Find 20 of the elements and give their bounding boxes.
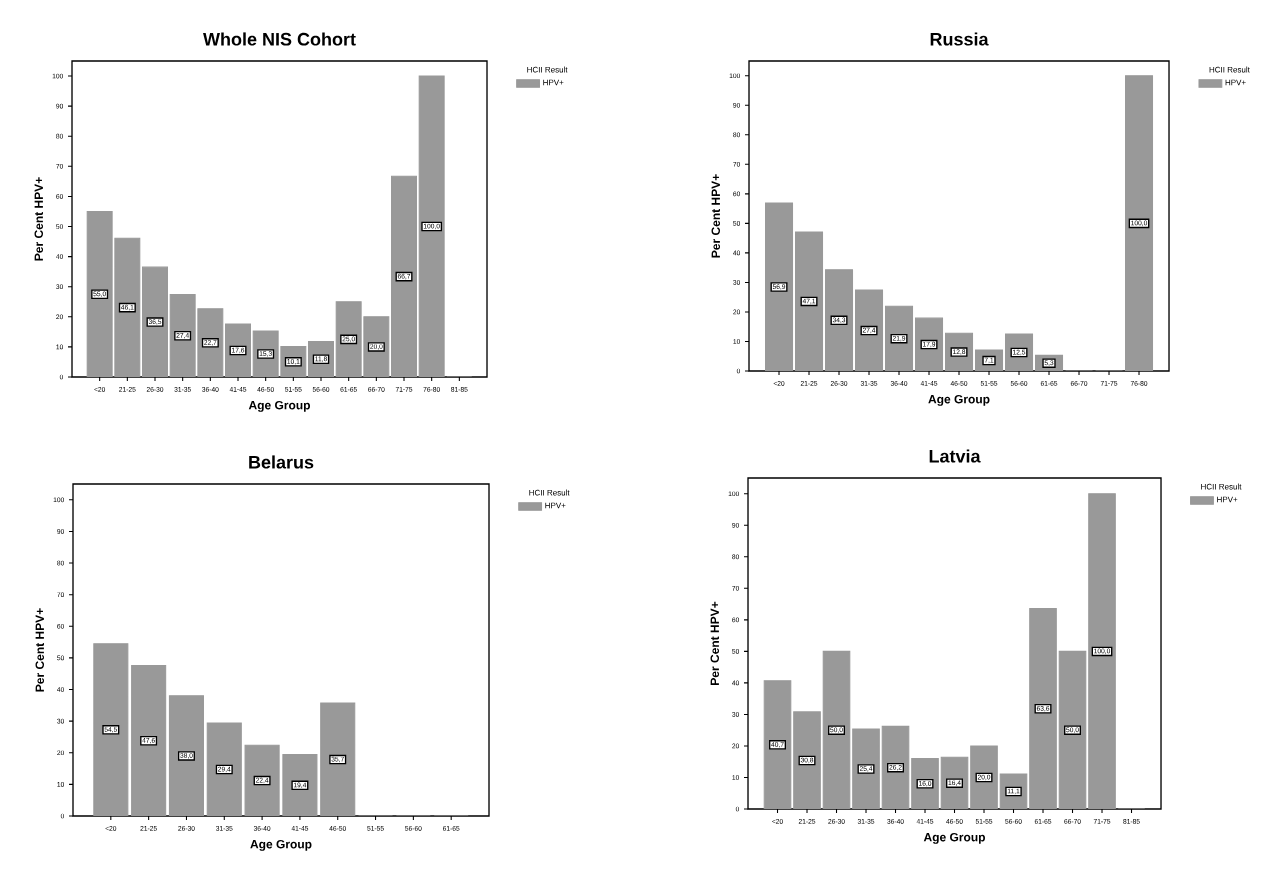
y-axis-title: Per Cent HPV+ bbox=[710, 601, 720, 685]
legend-title: HCII Result bbox=[1201, 483, 1242, 490]
chart-title: Belarus bbox=[249, 455, 314, 469]
legend-label: HPV+ bbox=[545, 502, 566, 509]
legend-title: HCII Result bbox=[1209, 66, 1250, 73]
y-axis-title: Per Cent HPV+ bbox=[34, 177, 44, 261]
x-axis-title: Age Group bbox=[248, 400, 310, 412]
x-axis-title: Age Group bbox=[250, 839, 312, 851]
legend-label: HPV+ bbox=[1225, 79, 1246, 86]
x-axis-title: Age Group bbox=[928, 394, 990, 406]
y-axis-title: Per Cent HPV+ bbox=[35, 608, 45, 692]
legend-label: HPV+ bbox=[543, 79, 564, 86]
chart-title: Whole NIS Cohort bbox=[203, 32, 356, 46]
chart-title: Latvia bbox=[929, 449, 981, 463]
x-axis-title: Age Group bbox=[923, 832, 986, 844]
chart-title: Russia bbox=[930, 32, 989, 46]
legend-title: HCII Result bbox=[529, 489, 570, 496]
y-axis-title: Per Cent HPV+ bbox=[711, 174, 721, 258]
legend-title: HCII Result bbox=[527, 66, 568, 73]
legend-label: HPV+ bbox=[1217, 496, 1238, 503]
